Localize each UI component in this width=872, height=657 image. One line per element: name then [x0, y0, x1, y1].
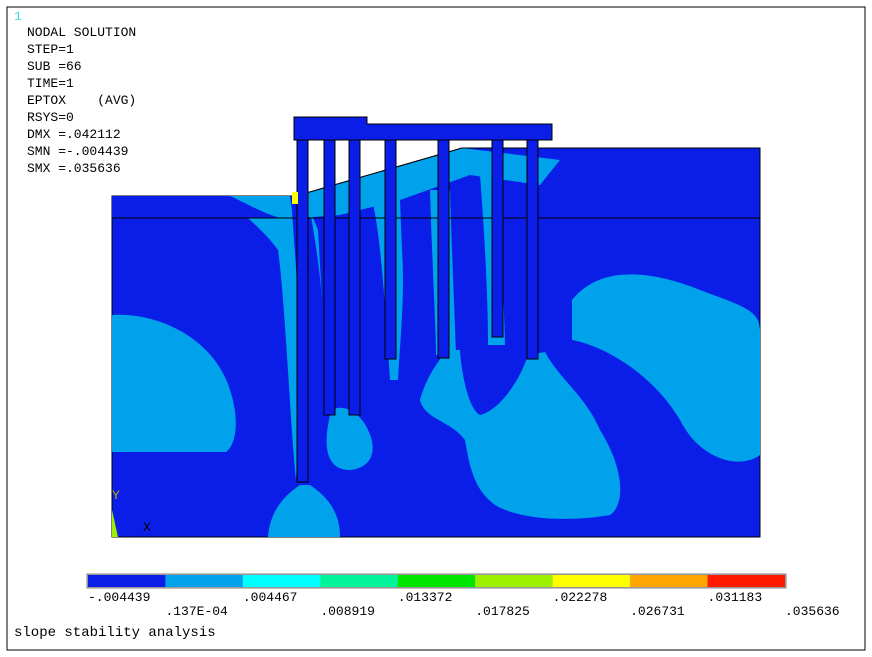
legend-swatch	[552, 575, 631, 587]
result-header: NODAL SOLUTION STEP=1 SUB =66 TIME=1 EPTOX (…	[27, 25, 136, 176]
header-line: NODAL SOLUTION	[27, 25, 136, 40]
legend-swatch	[242, 575, 321, 587]
hot-spot	[292, 192, 298, 204]
legend-label: .013372	[398, 590, 453, 605]
legend-swatch	[165, 575, 243, 587]
corner-region	[112, 510, 118, 537]
header-line: EPTOX (AVG)	[27, 93, 136, 108]
viewport-number: 1	[14, 9, 22, 24]
legend-label: .137E-04	[165, 604, 228, 619]
legend-label: .031183	[708, 590, 763, 605]
legend-swatch	[707, 575, 785, 587]
legend-swatch	[475, 575, 553, 587]
pile-cap	[293, 116, 553, 141]
header-line: STEP=1	[27, 42, 74, 57]
legend-label: .004467	[243, 590, 298, 605]
plot-title: slope stability analysis	[14, 625, 216, 641]
legend-label: .022278	[553, 590, 608, 605]
legend-swatch	[320, 575, 398, 587]
axis-triad: Y X	[112, 488, 151, 535]
legend-swatch	[88, 575, 166, 587]
legend-label: .035636	[785, 604, 840, 619]
header-line: RSYS=0	[27, 110, 74, 125]
header-line: SMX =.035636	[27, 161, 121, 176]
legend-label: -.004439	[88, 590, 150, 605]
header-line: SMN =-.004439	[27, 144, 128, 159]
piles	[296, 139, 539, 483]
model-contour	[111, 116, 761, 538]
triad-x-label: X	[143, 520, 151, 535]
legend-label: .017825	[475, 604, 530, 619]
header-line: DMX =.042112	[27, 127, 121, 142]
legend-swatch	[397, 575, 476, 587]
legend-label: .026731	[630, 604, 685, 619]
header-line: TIME=1	[27, 76, 74, 91]
header-line: SUB =66	[27, 59, 82, 74]
triad-y-label: Y	[112, 488, 120, 503]
contour-legend: -.004439 .137E-04 .004467 .008919 .013372 .01…	[86, 573, 840, 619]
legend-label: .008919	[320, 604, 375, 619]
legend-swatch	[630, 575, 708, 587]
